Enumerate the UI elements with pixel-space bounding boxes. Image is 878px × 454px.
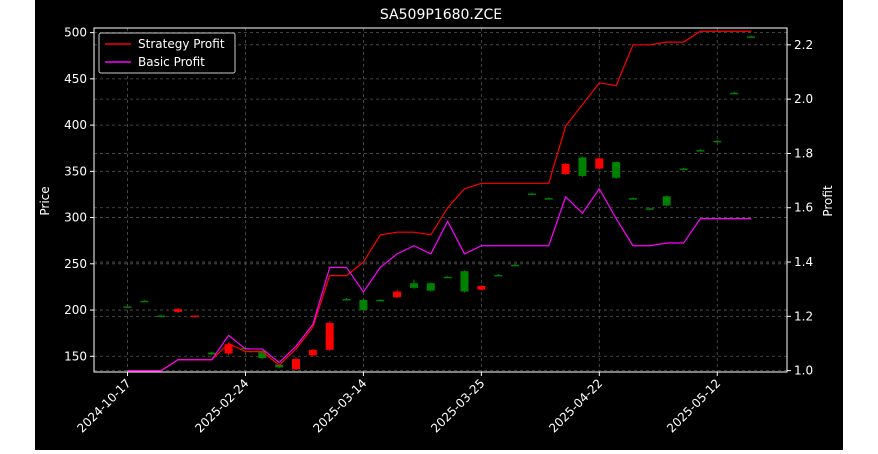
candle-body (746, 36, 755, 38)
candle-body (292, 359, 300, 370)
candle-body (409, 283, 418, 288)
basic-profit-line (127, 187, 751, 372)
chart-background (35, 0, 843, 450)
candle-body (713, 140, 722, 143)
candle-body (123, 306, 132, 308)
candle-body (460, 271, 469, 292)
candle-body (494, 274, 503, 277)
candle-body (544, 198, 553, 200)
y2-tick-label: 1.8 (794, 146, 813, 160)
candle-body (157, 315, 166, 318)
candle-body (376, 299, 385, 302)
y-tick-label: 200 (64, 303, 87, 317)
candle-body (730, 92, 739, 95)
chart-figure: SA509P1680.ZCE 150 200 250 300 350 400 450 500 1… (35, 0, 843, 450)
y-tick-label: 500 (64, 26, 87, 40)
y-tick-label: 450 (64, 72, 87, 86)
plot-frame (93, 27, 788, 373)
y-tick-label: 400 (64, 118, 87, 132)
y2-tick-label: 1.0 (794, 364, 813, 378)
candle-body (561, 163, 570, 175)
y2-axis-label: Profit (821, 185, 835, 217)
candle-body (527, 193, 536, 196)
y2-tick-label: 1.2 (794, 309, 813, 323)
candle-body (426, 283, 435, 291)
candle-body (207, 352, 216, 355)
y-tick-label: 300 (64, 211, 87, 225)
y-tick-label: 150 (64, 349, 87, 363)
candle-body (443, 276, 452, 279)
candle-body (662, 196, 671, 206)
candle-layer (123, 35, 755, 371)
chart-svg: SA509P1680.ZCE 150 200 250 300 350 400 450 500 1… (35, 0, 843, 450)
legend: Strategy Profit Basic Profit (98, 32, 236, 74)
legend-label-strategy: Strategy Profit (138, 37, 225, 51)
candle-body (612, 162, 621, 178)
y2-tick-label: 2.0 (794, 92, 813, 106)
legend-box (98, 32, 236, 74)
candle-body (342, 298, 351, 301)
strategy-profit-line (127, 30, 751, 372)
candle-body (174, 309, 183, 312)
candle-body (696, 150, 705, 152)
y-tick-label: 250 (64, 257, 87, 271)
legend-label-basic: Basic Profit (138, 55, 205, 69)
candle-body (224, 344, 233, 354)
candle-body (511, 264, 520, 267)
y2-tick-label: 1.6 (794, 201, 813, 215)
line-layer (127, 30, 751, 372)
candle-body (308, 349, 317, 356)
y-tick-label: 350 (64, 164, 87, 178)
chart-title: SA509P1680.ZCE (380, 7, 502, 23)
candle-body (275, 364, 284, 368)
candle-body (595, 158, 604, 169)
candle-body (679, 168, 688, 171)
candle-body (325, 322, 334, 350)
candle-body (645, 208, 654, 210)
y-axis-label: Price (38, 186, 52, 215)
candle-body (477, 286, 486, 290)
candle-body (258, 350, 267, 359)
y2-tick-label: 2.2 (794, 38, 813, 52)
candle-body (578, 157, 587, 176)
candle-body (140, 300, 149, 303)
candle-body (359, 299, 368, 311)
candle-body (190, 315, 199, 318)
candle-body (393, 291, 402, 298)
y2-tick-label: 1.4 (794, 255, 813, 269)
candle-body (629, 198, 637, 200)
